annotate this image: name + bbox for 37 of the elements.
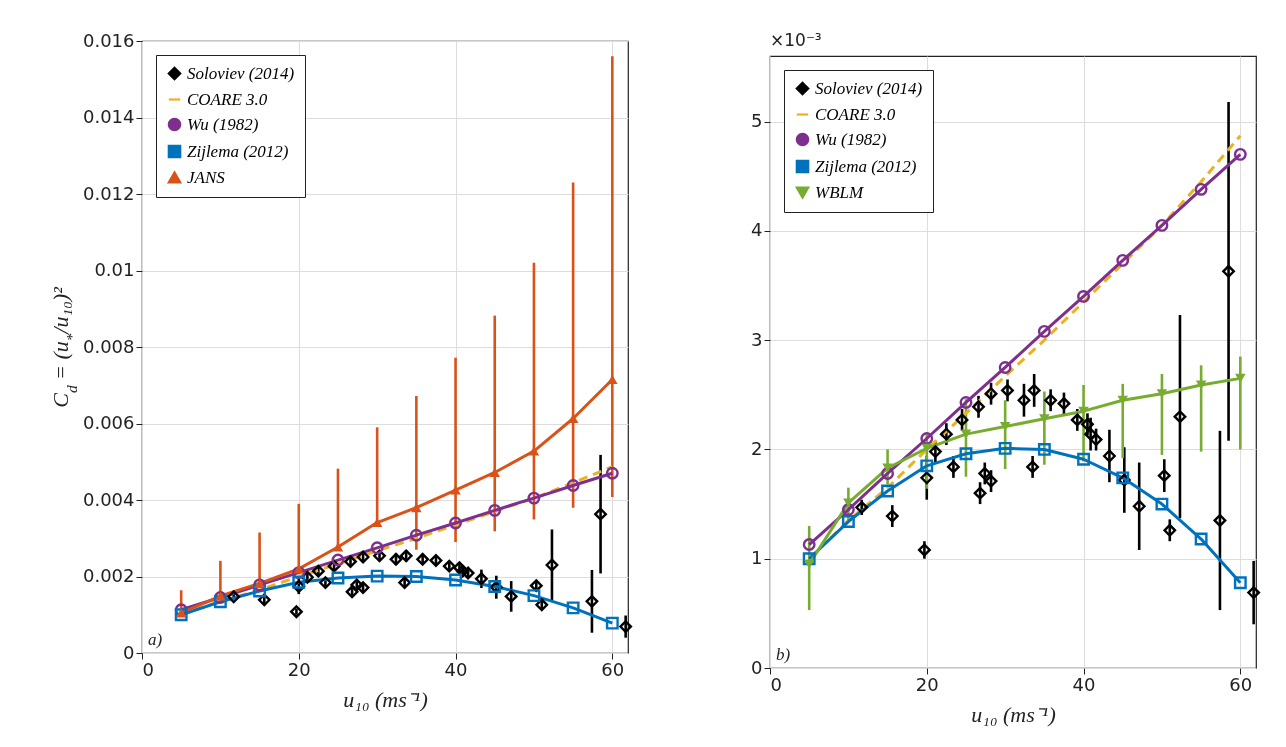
y-tick-label: 0.006 xyxy=(82,412,135,433)
y-tick-label: 0.014 xyxy=(82,106,135,127)
x-tick-label: 0 xyxy=(770,673,782,695)
y-tick-label: 0.002 xyxy=(82,565,135,586)
x-tick-label: 0 xyxy=(142,658,154,680)
y-tick-label: 0.016 xyxy=(82,29,135,51)
x-tick-label: 20 xyxy=(287,658,311,680)
y-tick-label: 4 xyxy=(751,219,763,241)
text: ×10⁻³ xyxy=(770,30,822,50)
annotation: a) xyxy=(148,630,163,649)
y-tick-label: 1 xyxy=(751,547,763,569)
y-tick-label: 3 xyxy=(751,328,763,350)
legend-label: Wu (1982) xyxy=(187,114,259,134)
annotation: b) xyxy=(776,645,791,664)
y-tick-label: 2 xyxy=(751,437,763,459)
y-tick-label: 5 xyxy=(751,110,763,132)
y-tick-label: 0.004 xyxy=(82,488,135,510)
legend-label: COARE 3.0 xyxy=(815,104,896,124)
legend-label: JANS xyxy=(187,167,226,187)
y-tick-label: 0.008 xyxy=(82,335,135,357)
y-tick-label: 0.01 xyxy=(94,259,135,280)
legend-label: Zijlema (2012) xyxy=(187,141,289,161)
x-axis-title: u₁₀ (ms⁻¹) xyxy=(971,701,1056,727)
legend-label: Soloviev (2014) xyxy=(187,63,295,83)
y-tick-label: 0 xyxy=(123,641,135,663)
legend-label: WBLM xyxy=(815,182,864,202)
x-tick-label: 20 xyxy=(915,673,939,695)
x-tick-label: 60 xyxy=(1229,673,1253,695)
legend-label: Wu (1982) xyxy=(815,129,887,149)
x-tick-label: 40 xyxy=(1072,673,1096,695)
x-axis-title: u₁₀ (ms⁻¹) xyxy=(343,686,428,712)
x-tick-label: 40 xyxy=(444,658,468,680)
y-tick-label: 0.012 xyxy=(82,182,135,204)
legend-label: Zijlema (2012) xyxy=(815,156,917,176)
legend-label: COARE 3.0 xyxy=(187,89,268,109)
x-tick-label: 60 xyxy=(601,658,625,680)
legend-label: Soloviev (2014) xyxy=(815,78,923,98)
